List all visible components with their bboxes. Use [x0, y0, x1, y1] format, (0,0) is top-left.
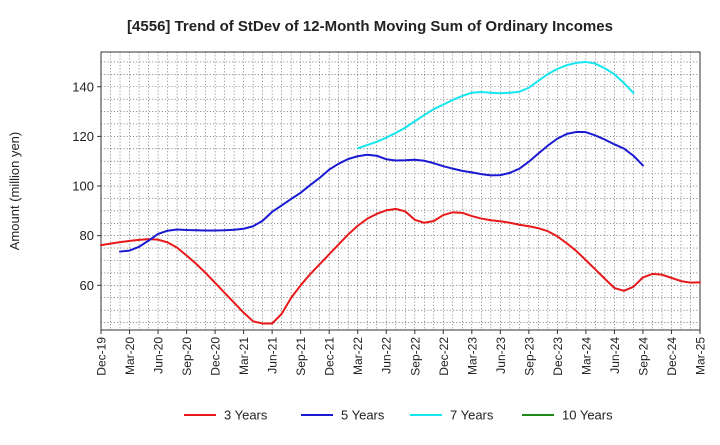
x-tick-label: Mar-23 — [465, 337, 479, 375]
x-tick-label: Mar-20 — [123, 337, 137, 375]
x-tick-label: Jun-23 — [494, 337, 508, 374]
x-tick-label: Mar-22 — [351, 337, 365, 375]
x-tick-label: Mar-25 — [694, 337, 708, 375]
x-tick-label: Sep-24 — [636, 337, 650, 376]
legend: 3 Years 5 Years 7 Years 10 Years — [184, 408, 613, 423]
x-tick-label: Jun-22 — [380, 337, 394, 374]
legend-label-3-years: 3 Years — [224, 408, 268, 423]
series-line-7-years — [356, 60, 635, 150]
legend-label-7-years: 7 Years — [450, 408, 494, 423]
x-tick-label: Mar-21 — [237, 337, 251, 375]
x-tick-label: Dec-24 — [665, 337, 679, 376]
x-tick-label: Sep-23 — [522, 337, 536, 376]
x-tick-label: Sep-20 — [180, 337, 194, 376]
x-tick-label: Dec-22 — [437, 337, 451, 376]
y-axis-label: Amount (million yen) — [7, 132, 22, 251]
x-tick-label: Dec-19 — [95, 337, 109, 376]
x-tick-label: Sep-21 — [294, 337, 308, 376]
x-tick-label: Dec-21 — [323, 337, 337, 376]
y-tick-label: 60 — [80, 278, 94, 293]
x-tick-label: Dec-23 — [551, 337, 565, 376]
x-tick-label: Mar-24 — [579, 337, 593, 375]
y-tick-label: 120 — [72, 129, 94, 144]
x-tick-label: Sep-22 — [408, 337, 422, 376]
plot-area: 60 80 100 120 140 Dec-19 Mar-20 Jun-20 Sep-20 Dec… — [72, 51, 708, 376]
legend-label-10-years: 10 Years — [562, 408, 613, 423]
legend-label-5-years: 5 Years — [341, 408, 385, 423]
y-tick-label: 80 — [80, 228, 94, 243]
y-tick-label: 140 — [72, 79, 94, 94]
chart-title: [4556] Trend of StDev of 12-Month Moving… — [127, 18, 613, 35]
y-tick-label: 100 — [72, 179, 94, 194]
plot-frame — [100, 51, 701, 331]
x-tick-label: Jun-24 — [608, 337, 622, 374]
x-tick-label: Dec-20 — [209, 337, 223, 376]
series-line-5-years — [119, 130, 644, 253]
x-tick-label: Jun-21 — [266, 337, 280, 374]
series-line-3-years — [100, 207, 701, 325]
x-tick-label: Jun-20 — [152, 337, 166, 374]
